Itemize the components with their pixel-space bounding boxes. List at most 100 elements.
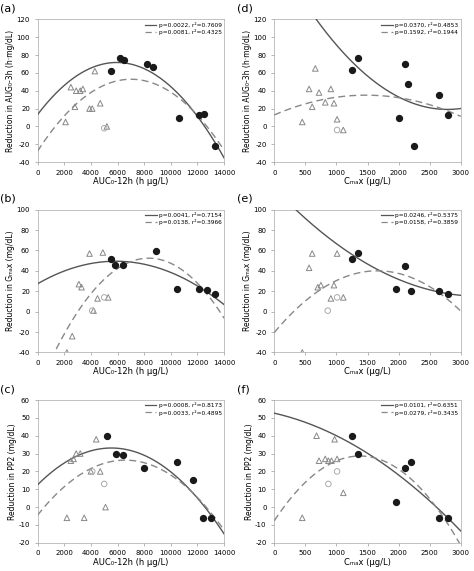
Point xyxy=(330,280,338,289)
Point xyxy=(404,80,412,89)
Point xyxy=(407,458,415,467)
Point xyxy=(67,456,75,465)
Point xyxy=(76,86,84,95)
Point xyxy=(103,122,110,131)
Y-axis label: Reduction in Gₘₐx (mg/dL): Reduction in Gₘₐx (mg/dL) xyxy=(243,231,252,331)
Point xyxy=(313,431,320,440)
X-axis label: AUC₀-12h (h μg/L): AUC₀-12h (h μg/L) xyxy=(93,177,169,186)
Point xyxy=(299,513,306,522)
Point xyxy=(435,287,443,296)
Point xyxy=(104,293,112,302)
Point xyxy=(107,67,115,76)
Point xyxy=(117,53,124,62)
Point xyxy=(392,497,399,506)
Point xyxy=(327,294,335,303)
Y-axis label: Reduction in AUG₀-3h (h·mg/dL): Reduction in AUG₀-3h (h·mg/dL) xyxy=(243,30,252,152)
Point xyxy=(299,118,306,127)
Point xyxy=(401,261,409,270)
Text: (f): (f) xyxy=(237,384,250,395)
Point xyxy=(73,449,80,458)
Point xyxy=(119,451,127,460)
Point xyxy=(355,53,362,62)
Point xyxy=(333,126,341,135)
Point xyxy=(211,142,219,151)
Point xyxy=(63,348,71,357)
Point xyxy=(140,463,148,472)
Text: (d): (d) xyxy=(237,3,253,14)
Point xyxy=(315,456,323,465)
Point xyxy=(445,110,452,119)
Text: (c): (c) xyxy=(0,384,15,395)
Point xyxy=(401,463,409,472)
Point xyxy=(76,449,84,458)
Point xyxy=(102,502,109,512)
Point xyxy=(173,458,181,467)
Point xyxy=(327,85,335,94)
Point xyxy=(87,467,95,476)
Point xyxy=(89,467,96,476)
Point xyxy=(120,56,128,65)
Y-axis label: Reduction in PP2 (mg/dL): Reduction in PP2 (mg/dL) xyxy=(8,423,17,520)
Point xyxy=(348,254,356,263)
Y-axis label: Reduction in AUG₀-3h (h·mg/dL): Reduction in AUG₀-3h (h·mg/dL) xyxy=(6,30,15,152)
Point xyxy=(89,104,96,113)
Point xyxy=(305,85,313,94)
Point xyxy=(100,124,108,133)
Y-axis label: Reduction in Gₘₐx (mg/dL): Reduction in Gₘₐx (mg/dL) xyxy=(6,231,15,331)
Point xyxy=(90,306,97,315)
Point xyxy=(73,86,80,95)
Point xyxy=(195,285,202,294)
Point xyxy=(78,283,85,292)
Point xyxy=(68,332,76,341)
Point xyxy=(152,247,160,256)
X-axis label: Cₘₐx (μg/L): Cₘₐx (μg/L) xyxy=(344,368,391,376)
Point xyxy=(330,99,338,108)
Point xyxy=(339,126,347,135)
Point xyxy=(199,513,207,522)
Point xyxy=(348,66,356,75)
X-axis label: AUC₀-12h (h μg/L): AUC₀-12h (h μg/L) xyxy=(93,368,169,376)
Legend: p=0.0041, r²=0.7154, p=0.0138, r²=0.3966: p=0.0041, r²=0.7154, p=0.0138, r²=0.3966 xyxy=(145,211,222,226)
Point xyxy=(355,449,362,458)
Point xyxy=(333,293,341,302)
Legend: p=0.0008, r²=0.8173, p=0.0033, r²=0.4895: p=0.0008, r²=0.8173, p=0.0033, r²=0.4895 xyxy=(144,402,222,416)
Point xyxy=(96,467,104,476)
Point xyxy=(100,293,108,302)
Point xyxy=(435,513,443,522)
Point xyxy=(410,142,418,151)
Point xyxy=(324,306,331,315)
Point xyxy=(201,110,208,119)
Point xyxy=(86,249,93,258)
Point xyxy=(175,113,182,122)
Text: (b): (b) xyxy=(0,194,16,204)
Point xyxy=(89,306,96,315)
Point xyxy=(143,59,151,69)
Point xyxy=(96,99,104,108)
Point xyxy=(333,249,341,258)
Point xyxy=(407,287,415,296)
Point xyxy=(325,456,332,465)
Legend: p=0.0022, r²=0.7609, p=0.0081, r²=0.4325: p=0.0022, r²=0.7609, p=0.0081, r²=0.4325 xyxy=(144,21,222,35)
Point xyxy=(150,62,157,71)
Point xyxy=(317,280,325,289)
Point xyxy=(100,479,108,488)
X-axis label: Cₘₐx (μg/L): Cₘₐx (μg/L) xyxy=(344,558,391,567)
Text: (a): (a) xyxy=(0,3,16,14)
Legend: p=0.0246, r²=0.5375, p=0.0158, r²=0.3859: p=0.0246, r²=0.5375, p=0.0158, r²=0.3859 xyxy=(381,211,459,226)
Point xyxy=(333,455,341,464)
Point xyxy=(91,67,99,76)
Point xyxy=(103,431,110,440)
Point xyxy=(435,91,443,100)
Point xyxy=(311,64,319,73)
Point xyxy=(339,293,347,302)
Legend: p=0.0101, r²=0.6351, p=0.0279, r²=0.3435: p=0.0101, r²=0.6351, p=0.0279, r²=0.3435 xyxy=(381,402,459,416)
Point xyxy=(321,98,329,107)
Point xyxy=(63,513,71,522)
Point xyxy=(299,348,306,357)
Point xyxy=(445,513,452,522)
Point xyxy=(339,488,347,497)
Point xyxy=(395,113,402,122)
Point xyxy=(99,248,107,257)
Point xyxy=(195,110,202,119)
Point xyxy=(207,513,215,522)
